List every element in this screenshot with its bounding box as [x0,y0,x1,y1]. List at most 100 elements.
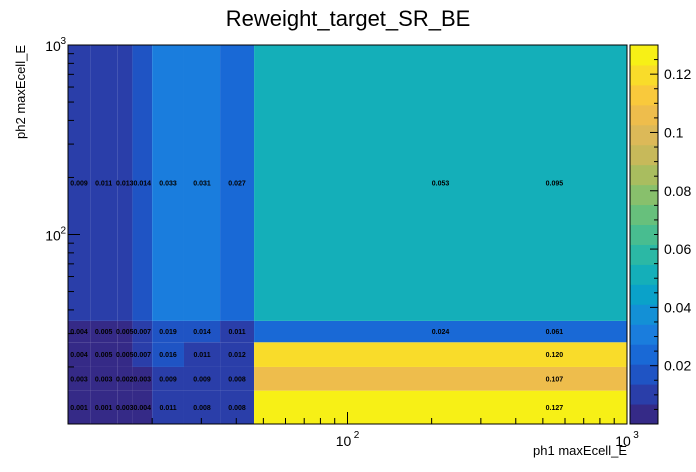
cell-value-label: 0.019 [159,329,177,336]
heatmap-cell [152,45,184,321]
x-tick-label: 10 [336,433,352,449]
heatmap-cell [254,342,627,367]
heatmap-cell [152,342,184,367]
heatmap-cell [183,390,221,424]
cell-value-label: 0.009 [70,180,88,187]
cell-value-label: 0.053 [432,180,450,187]
colorbar-segment [630,404,658,425]
cell-value-label: 0.061 [546,329,564,336]
cell-value-label: 0.005 [95,329,113,336]
cell-value-label: 0.001 [70,405,88,412]
heatmap-cell [254,366,627,391]
colorbar-segment [630,384,658,405]
heatmap-cell [183,366,221,391]
heatmap-cell [152,320,184,343]
colorbar-segment [630,45,658,66]
heatmap-cell [132,366,153,391]
heatmap-cell [132,45,153,321]
heatmap-cells [68,45,627,424]
colorbar-segment [630,84,658,106]
cell-value-label: 0.004 [70,329,88,336]
heatmap-cell [117,320,133,343]
heatmap-cell [220,390,255,424]
cell-value-label: 0.027 [228,180,246,187]
cell-value-label: 0.011 [228,329,245,336]
cell-value-label: 0.008 [193,405,211,412]
heatmap-cell [220,320,255,343]
heatmap-cell [68,390,91,424]
heatmap-cell [117,342,133,367]
cell-value-label: 0.016 [159,352,177,359]
cell-value-label: 0.009 [159,376,177,383]
heatmap-cell [220,342,255,367]
colorbar-segment [630,124,658,146]
x-tick-label: 10 [615,433,631,449]
colorbar-segment [630,204,658,226]
heatmap-cell [68,342,91,367]
heatmap-cell [68,45,91,321]
heatmap-cell [132,342,153,367]
cell-value-label: 0.014 [193,329,211,336]
heatmap-cell [254,390,627,424]
heatmap-cell [117,390,133,424]
cell-value-label: 0.003 [70,376,88,383]
cell-value-label: 0.014 [134,180,152,187]
colorbar-tick-label: 0.06 [664,241,691,257]
cell-value-label: 0.011 [159,405,176,412]
colorbar-segment [630,304,658,325]
colorbar-tick-label: 0.04 [664,299,691,315]
heatmap-cell [183,45,221,321]
x-axis: 10 2 10 3 [151,412,639,449]
cell-value-label: 0.011 [95,180,112,187]
cell-value-label: 0.003 [116,405,134,412]
colorbar-segment [630,64,658,86]
colorbar-tick-label: 0.12 [664,66,691,82]
colorbar-segment [630,164,658,186]
heatmap-cell [90,342,118,367]
colorbar-segment [630,184,658,206]
cell-value-label: 0.013 [116,180,134,187]
colorbar-segment [630,104,658,126]
heatmap-cell [117,366,133,391]
heatmap-cell [220,366,255,391]
cell-value-label: 0.002 [116,376,134,383]
heatmap-cell [117,45,133,321]
colorbar-tick-label: 0.1 [664,124,684,140]
cell-value-label: 0.033 [159,180,177,187]
heatmap-cell [90,390,118,424]
colorbar-segment [630,344,658,365]
x-tick-exponent: 2 [354,430,360,441]
cell-value-label: 0.005 [95,352,113,359]
y-axis-label: ph2 maxEcell_E [13,45,28,139]
colorbar-segment [630,244,658,265]
heatmap-cell [152,366,184,391]
colorbar: 0.02 0.04 0.06 0.08 0.1 0.12 [629,44,691,425]
cell-value-label: 0.004 [70,352,88,359]
heatmap-cell [220,45,255,321]
cell-value-label: 0.095 [546,180,564,187]
cell-value-label: 0.008 [228,376,246,383]
colorbar-segment [630,364,658,385]
cell-value-label: 0.003 [134,376,152,383]
cell-value-label: 0.011 [193,352,210,359]
x-axis-label: ph1 maxEcell_E [533,443,627,458]
colorbar-segment [630,264,658,285]
cell-value-label: 0.024 [432,329,450,336]
heatmap-cell [183,342,221,367]
cell-value-label: 0.001 [95,405,113,412]
cell-value-label: 0.007 [134,352,152,359]
cell-value-label: 0.107 [546,376,564,383]
colorbar-segment [630,224,658,245]
heatmap-cell [152,390,184,424]
chart-title: Reweight_target_SR_BE [226,6,471,31]
cell-value-label: 0.012 [228,352,246,359]
colorbar-segment [630,324,658,345]
heatmap-cell [254,320,627,343]
cell-value-label: 0.007 [134,329,152,336]
heatmap-cell [183,320,221,343]
heatmap-cell [132,320,153,343]
cell-value-label: 0.031 [193,180,211,187]
cell-value-label: 0.004 [134,405,152,412]
